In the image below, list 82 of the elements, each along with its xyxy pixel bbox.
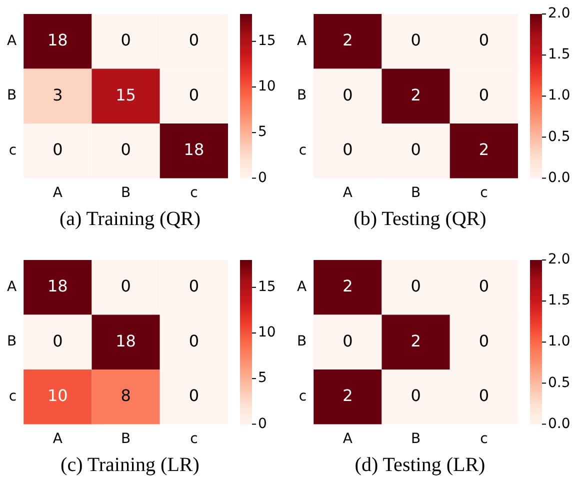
data-label: 0 bbox=[52, 331, 63, 350]
y-tick-label: c bbox=[298, 388, 307, 404]
color-bar-label: 0.0 bbox=[548, 416, 570, 432]
y-tick-label: B bbox=[6, 88, 17, 104]
text: (a) Training (QR) bbox=[58, 208, 202, 231]
data-label: 18 bbox=[47, 30, 68, 50]
data-label: 2 bbox=[410, 85, 421, 104]
data-label: 0 bbox=[478, 386, 490, 405]
data-label: 0 bbox=[188, 30, 200, 50]
data-label: 0 bbox=[342, 331, 353, 350]
y-tick-label: A bbox=[7, 279, 18, 296]
data-label: 0 bbox=[342, 85, 353, 104]
data-label: 0 bbox=[342, 140, 353, 159]
data-label: 8 bbox=[120, 386, 131, 405]
data-label: 0 bbox=[410, 30, 421, 50]
y-tick-label: A bbox=[297, 279, 308, 296]
text: (d) Testing (LR) bbox=[354, 454, 486, 477]
y-tick-label: B bbox=[6, 334, 17, 350]
data-label: 0 bbox=[188, 85, 200, 104]
y-tick-label: B bbox=[296, 88, 307, 104]
data-label: 10 bbox=[47, 386, 68, 405]
x-tick-label: B bbox=[411, 185, 421, 202]
text: (c) Training (LR) bbox=[60, 454, 200, 477]
color-bar-label: 1.0 bbox=[548, 334, 570, 350]
color-bar-label: 2.0 bbox=[548, 6, 570, 22]
color-bar-label: 15 bbox=[258, 33, 276, 50]
x-tick-label: A bbox=[342, 431, 353, 448]
data-label: 0 bbox=[188, 276, 200, 296]
data-label: 18 bbox=[47, 276, 68, 296]
data-label: 0 bbox=[120, 276, 131, 296]
data-label: 2 bbox=[342, 30, 353, 50]
y-tick-label: c bbox=[8, 142, 17, 158]
data-label: 18 bbox=[184, 140, 204, 159]
color-bar-label: 0.5 bbox=[548, 374, 570, 391]
data-label: 0 bbox=[410, 386, 421, 405]
data-label: 2 bbox=[478, 140, 490, 159]
color-bar-label: 0.5 bbox=[548, 128, 570, 145]
x-tick-label: B bbox=[121, 431, 131, 448]
color-bar-label: 10 bbox=[258, 324, 276, 341]
color-bar-label: 0 bbox=[258, 170, 267, 186]
data-label: 0 bbox=[120, 140, 131, 159]
color-bar-label: 1.0 bbox=[548, 88, 570, 104]
data-label: 0 bbox=[188, 386, 200, 405]
data-label: 0 bbox=[478, 30, 490, 50]
data-label: 0 bbox=[120, 30, 131, 50]
x-tick-label: B bbox=[121, 185, 131, 202]
data-label: 0 bbox=[478, 85, 490, 104]
x-tick-label: c bbox=[190, 185, 198, 202]
data-label: 2 bbox=[410, 331, 421, 350]
data-label: 2 bbox=[342, 276, 353, 296]
y-tick-label: A bbox=[7, 33, 18, 50]
y-tick-label: A bbox=[297, 33, 308, 50]
data-label: 15 bbox=[116, 85, 136, 104]
x-tick-label: A bbox=[52, 431, 63, 448]
y-tick-label: c bbox=[8, 388, 17, 404]
data-label: 3 bbox=[52, 85, 63, 104]
data-label: 0 bbox=[410, 140, 421, 159]
color-bar-label: 15 bbox=[258, 279, 276, 296]
y-tick-label: c bbox=[298, 142, 307, 158]
x-tick-label: c bbox=[190, 431, 198, 448]
color-bar-label: 1.5 bbox=[548, 292, 570, 309]
x-tick-label: c bbox=[480, 431, 488, 448]
data-label: 0 bbox=[52, 140, 63, 159]
color-bar-label: 2.0 bbox=[548, 252, 570, 268]
color-bar-label: 5 bbox=[258, 124, 267, 140]
x-tick-label: A bbox=[342, 185, 353, 202]
y-tick-label: B bbox=[296, 334, 307, 350]
x-tick-label: c bbox=[480, 185, 488, 202]
x-tick-label: A bbox=[52, 185, 63, 202]
data-label: 0 bbox=[478, 331, 490, 350]
data-label: 0 bbox=[478, 276, 490, 296]
data-label: 2 bbox=[342, 386, 353, 405]
text: (b) Testing (QR) bbox=[352, 208, 488, 231]
color-bar-label: 0 bbox=[258, 416, 267, 432]
data-label: 0 bbox=[188, 331, 200, 350]
color-bar-label: 10 bbox=[258, 78, 276, 95]
data-label: 18 bbox=[116, 331, 136, 350]
color-bar-label: 5 bbox=[258, 370, 267, 386]
color-bar-label: 0.0 bbox=[548, 170, 570, 186]
x-tick-label: B bbox=[411, 431, 421, 448]
color-bar-label: 1.5 bbox=[548, 46, 570, 63]
data-label: 0 bbox=[410, 276, 421, 296]
